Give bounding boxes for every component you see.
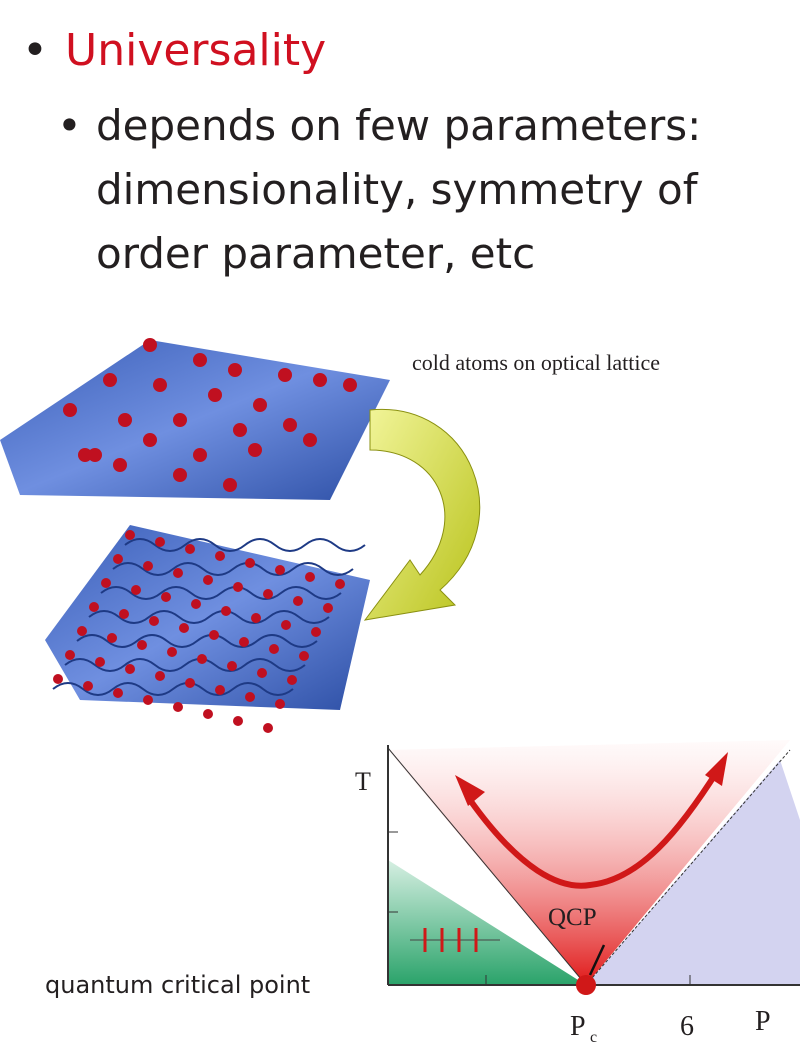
atom	[173, 568, 183, 578]
atom	[88, 448, 102, 462]
atom	[143, 338, 157, 352]
atom	[125, 530, 135, 540]
atom	[143, 695, 153, 705]
atom	[233, 423, 247, 437]
y-axis-label: T	[355, 767, 371, 796]
x-axis-label: P	[755, 1006, 771, 1037]
atom	[281, 620, 291, 630]
x-tick-label: 6	[680, 1011, 694, 1042]
atom	[275, 565, 285, 575]
atom	[161, 592, 171, 602]
point-label: QCP	[548, 904, 597, 931]
qcp-point	[576, 975, 596, 995]
atom	[101, 578, 111, 588]
atom	[221, 606, 231, 616]
atom	[149, 616, 159, 626]
atom	[131, 585, 141, 595]
atom	[155, 537, 165, 547]
atom	[173, 468, 187, 482]
atom	[155, 671, 165, 681]
sub-bullet-symbol: •	[57, 101, 82, 150]
atom	[208, 388, 222, 402]
atom	[313, 373, 327, 387]
atom	[248, 443, 262, 457]
atom	[269, 644, 279, 654]
atom	[223, 478, 237, 492]
atom	[245, 558, 255, 568]
atom	[263, 723, 273, 733]
atom	[233, 716, 243, 726]
atom	[83, 681, 93, 691]
atom	[293, 596, 303, 606]
atom	[137, 640, 147, 650]
slide: • Universality • depends on few paramete…	[0, 0, 800, 1042]
bullet-symbol: •	[22, 25, 48, 76]
atom	[77, 626, 87, 636]
atom	[203, 709, 213, 719]
atom	[283, 418, 297, 432]
atom	[63, 403, 77, 417]
atom	[143, 561, 153, 571]
atom	[335, 579, 345, 589]
atom	[65, 650, 75, 660]
atom	[303, 433, 317, 447]
atom	[215, 551, 225, 561]
atom	[253, 398, 267, 412]
atom	[209, 630, 219, 640]
x-label: P	[570, 1011, 586, 1042]
atom	[107, 633, 117, 643]
atom	[215, 685, 225, 695]
atom	[167, 647, 177, 657]
atom	[203, 575, 213, 585]
atom	[103, 373, 117, 387]
atom	[113, 688, 123, 698]
atom	[191, 599, 201, 609]
atom	[173, 413, 187, 427]
atom	[233, 582, 243, 592]
atom	[251, 613, 261, 623]
atom	[227, 661, 237, 671]
transition-arrow	[365, 409, 480, 620]
atom	[245, 692, 255, 702]
atom	[263, 589, 273, 599]
atom	[95, 657, 105, 667]
atom	[197, 654, 207, 664]
atom	[239, 637, 249, 647]
atom	[173, 702, 183, 712]
atom	[343, 378, 357, 392]
atom	[311, 627, 321, 637]
sub-bullet-line: order parameter, etc	[96, 229, 535, 278]
atom	[278, 368, 292, 382]
atom	[53, 674, 63, 684]
atom	[119, 609, 129, 619]
caption: cold atoms on optical lattice	[412, 350, 660, 375]
atom	[257, 668, 267, 678]
sub-bullet-line: dimensionality, symmetry of	[96, 165, 699, 214]
caption: quantum critical point	[45, 971, 310, 999]
atom	[305, 572, 315, 582]
atom	[143, 433, 157, 447]
atom	[323, 603, 333, 613]
atom	[228, 363, 242, 377]
atom	[153, 378, 167, 392]
atom	[113, 554, 123, 564]
page: • Universality • depends on few paramete…	[0, 0, 800, 1042]
atom	[113, 458, 127, 472]
atom	[287, 675, 297, 685]
atom	[299, 651, 309, 661]
sub-bullet-line: depends on few parameters:	[96, 101, 701, 150]
atom	[275, 699, 285, 709]
x-label-sub: c	[590, 1029, 597, 1042]
atom	[185, 544, 195, 554]
atom	[179, 623, 189, 633]
bullet-title: Universality	[65, 25, 326, 76]
atom	[185, 678, 195, 688]
atom	[125, 664, 135, 674]
atom	[118, 413, 132, 427]
atom	[193, 353, 207, 367]
atom	[89, 602, 99, 612]
atom	[193, 448, 207, 462]
